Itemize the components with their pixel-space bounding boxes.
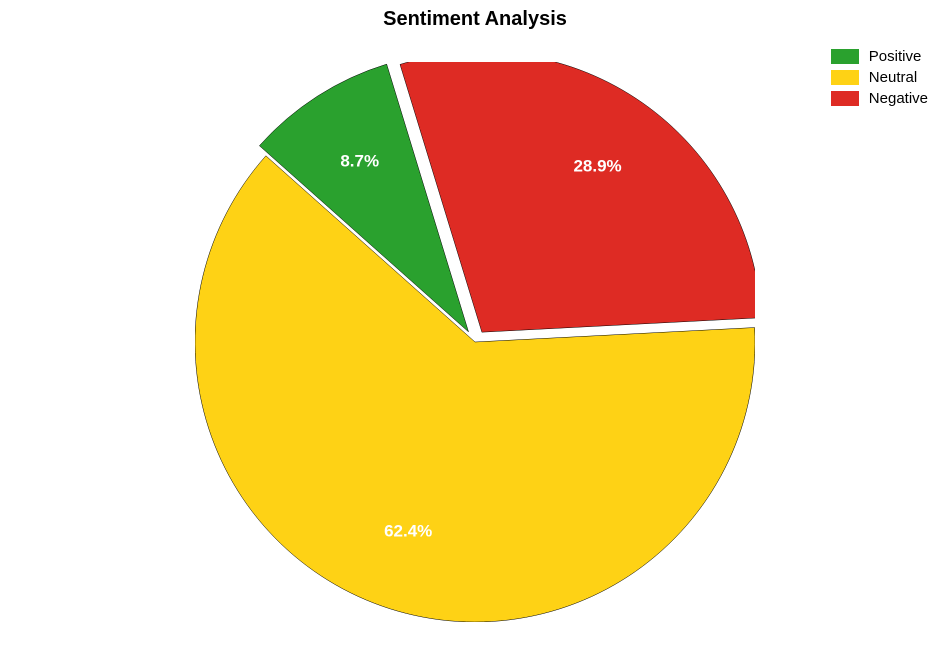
pie-chart: 28.9% 62.4% 8.7% (195, 62, 755, 622)
legend: Positive Neutral Negative (831, 48, 928, 111)
legend-label-negative: Negative (869, 90, 928, 107)
pie-label-neutral: 62.4% (384, 522, 432, 541)
legend-swatch-neutral (831, 70, 859, 85)
legend-swatch-positive (831, 49, 859, 64)
chart-container: { "chart": { "type": "pie", "title": "Se… (0, 0, 950, 662)
legend-item-negative: Negative (831, 90, 928, 107)
pie-label-positive: 8.7% (340, 152, 379, 171)
legend-swatch-negative (831, 91, 859, 106)
legend-item-neutral: Neutral (831, 69, 928, 86)
pie-label-negative: 28.9% (573, 157, 621, 176)
legend-label-positive: Positive (869, 48, 922, 65)
legend-label-neutral: Neutral (869, 69, 917, 86)
chart-title: Sentiment Analysis (0, 8, 950, 31)
legend-item-positive: Positive (831, 48, 928, 65)
